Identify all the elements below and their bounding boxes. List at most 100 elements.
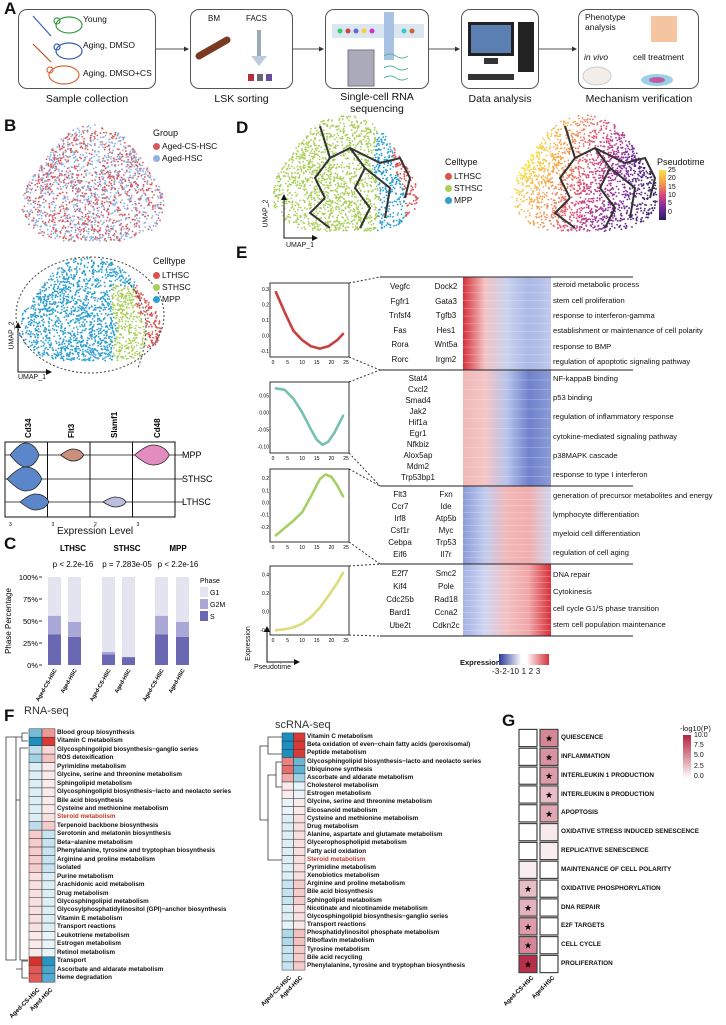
cell-point bbox=[56, 234, 59, 236]
cell-point bbox=[118, 157, 121, 160]
cell-point bbox=[344, 192, 347, 195]
cell-point bbox=[103, 148, 106, 151]
cell-point bbox=[120, 163, 123, 166]
cell-point bbox=[37, 330, 40, 333]
cell-point bbox=[120, 159, 123, 162]
cell-point bbox=[368, 168, 371, 171]
cell-point bbox=[105, 219, 108, 222]
cell-point bbox=[92, 212, 95, 215]
cell-point bbox=[348, 137, 351, 140]
cell-point bbox=[86, 358, 88, 361]
cell-point bbox=[102, 295, 105, 298]
cell-point bbox=[132, 157, 135, 160]
cell-point bbox=[28, 181, 31, 183]
cell-point bbox=[58, 235, 61, 238]
cell-point bbox=[131, 320, 134, 323]
cell-point bbox=[322, 161, 325, 164]
cell-point bbox=[123, 309, 126, 311]
cell-point bbox=[144, 306, 147, 309]
cell-point bbox=[94, 304, 96, 307]
cell-point bbox=[370, 220, 373, 222]
cell-point bbox=[64, 214, 66, 217]
cell-point bbox=[43, 349, 45, 352]
cell-point bbox=[91, 220, 94, 223]
cell-point bbox=[362, 184, 365, 186]
cell-point bbox=[58, 178, 61, 181]
cell-point bbox=[154, 210, 157, 213]
cell-point bbox=[138, 326, 140, 329]
cell-point bbox=[294, 179, 297, 182]
cell-point bbox=[339, 225, 341, 227]
cell-point bbox=[83, 290, 86, 293]
cell-point bbox=[116, 177, 119, 180]
cell-point bbox=[96, 188, 99, 191]
cell-point bbox=[43, 206, 46, 208]
cell-point bbox=[92, 268, 95, 271]
cell-point bbox=[154, 207, 157, 209]
cell-point bbox=[109, 158, 112, 160]
cell-point bbox=[71, 220, 74, 223]
cell-point bbox=[334, 201, 337, 204]
cell-point bbox=[70, 147, 73, 150]
cell-point bbox=[64, 151, 67, 154]
step-mechanism-verification: Mechanism verification bbox=[585, 93, 693, 105]
cell-point bbox=[116, 341, 119, 344]
cell-point bbox=[69, 221, 72, 224]
cell-point bbox=[146, 299, 148, 302]
cell-point bbox=[96, 203, 99, 206]
cell-point bbox=[21, 313, 24, 316]
cell-point bbox=[106, 349, 108, 352]
cell-point bbox=[99, 329, 102, 332]
cell-point bbox=[322, 177, 325, 180]
cell-point bbox=[50, 175, 53, 178]
cell-point bbox=[350, 172, 353, 175]
cell-point bbox=[68, 353, 71, 356]
cell-point bbox=[118, 224, 121, 226]
cell-point bbox=[98, 158, 100, 161]
cell-point bbox=[37, 220, 40, 223]
cell-point bbox=[72, 203, 75, 206]
cell-point bbox=[349, 180, 352, 183]
cell-point bbox=[96, 237, 99, 239]
cell-point bbox=[145, 324, 148, 327]
cell-point bbox=[379, 192, 382, 195]
cell-point bbox=[121, 153, 123, 156]
cell-point bbox=[383, 163, 386, 165]
cell-point bbox=[62, 205, 65, 208]
cell-point bbox=[128, 351, 131, 354]
cell-point bbox=[348, 139, 351, 142]
cell-point bbox=[101, 197, 104, 199]
legend-dot bbox=[153, 143, 160, 150]
cell-point bbox=[89, 143, 91, 146]
cell-point bbox=[101, 223, 104, 226]
cell-point bbox=[46, 173, 49, 176]
cell-point bbox=[113, 194, 116, 197]
cell-point bbox=[82, 196, 85, 199]
cell-point bbox=[66, 195, 69, 198]
cell-point bbox=[94, 339, 97, 341]
cell-point bbox=[76, 188, 78, 191]
cell-point bbox=[39, 228, 42, 231]
cell-point bbox=[139, 229, 142, 232]
cell-point bbox=[111, 344, 114, 347]
cell-point bbox=[30, 341, 33, 344]
cell-point bbox=[135, 315, 138, 318]
cell-point bbox=[44, 214, 47, 217]
cell-point bbox=[60, 216, 63, 219]
cell-point bbox=[383, 225, 386, 228]
cell-point bbox=[80, 167, 83, 169]
cell-point bbox=[340, 204, 343, 207]
cell-point bbox=[126, 223, 128, 226]
cell-point bbox=[54, 237, 57, 240]
cell-point bbox=[291, 165, 293, 168]
cell-point bbox=[64, 184, 67, 187]
cell-point bbox=[389, 213, 392, 216]
cell-point bbox=[67, 353, 69, 356]
cell-point bbox=[354, 225, 357, 228]
cell-point bbox=[134, 189, 137, 192]
cell-point bbox=[85, 180, 88, 183]
cell-point bbox=[83, 216, 86, 219]
cell-point bbox=[43, 289, 46, 292]
cell-point bbox=[129, 161, 132, 164]
cell-point bbox=[127, 177, 130, 179]
